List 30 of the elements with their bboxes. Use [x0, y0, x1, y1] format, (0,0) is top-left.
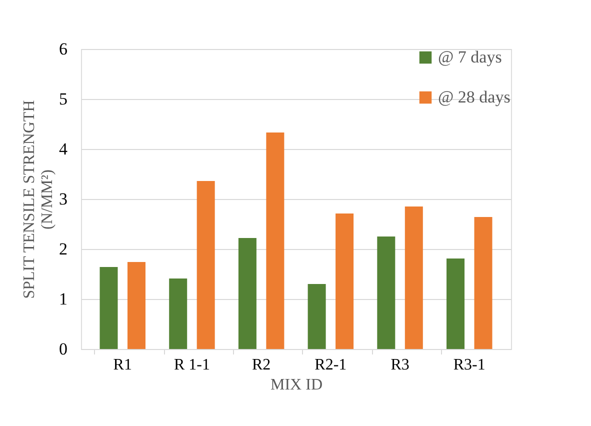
bar — [446, 258, 465, 349]
bar — [169, 278, 188, 349]
bar — [336, 214, 354, 349]
bar — [266, 132, 284, 349]
x-tick-label: R3 — [390, 356, 410, 374]
y-tick-label: 4 — [59, 140, 68, 158]
x-axis-title: MIX ID — [270, 376, 322, 394]
y-tick-label: 2 — [59, 240, 68, 258]
legend-label: @ 7 days — [438, 48, 502, 66]
y-tick-label: 1 — [59, 290, 68, 308]
text: SPLIT TENSILE STRENGTH — [21, 100, 38, 299]
y-tick-label: 5 — [59, 90, 68, 108]
bar — [404, 206, 423, 349]
bar — [100, 267, 118, 349]
x-tick-label: R 1-1 — [174, 356, 210, 374]
y-tick-label: 6 — [59, 40, 68, 58]
x-tick-label: R3-1 — [453, 356, 486, 374]
bar — [127, 262, 146, 349]
x-tick-label: R1 — [113, 356, 132, 374]
x-tick-label: R2-1 — [314, 356, 347, 374]
bar — [474, 217, 492, 349]
bar — [377, 236, 396, 349]
y-tick-label: 3 — [59, 190, 68, 208]
bar — [308, 284, 326, 349]
bar — [238, 238, 256, 349]
x-tick-label: R2 — [252, 356, 271, 374]
text: (N/MM²) — [39, 170, 56, 230]
bar — [196, 181, 215, 349]
y-tick-label: 0 — [59, 340, 68, 358]
legend-label: @ 28 days — [438, 88, 510, 106]
